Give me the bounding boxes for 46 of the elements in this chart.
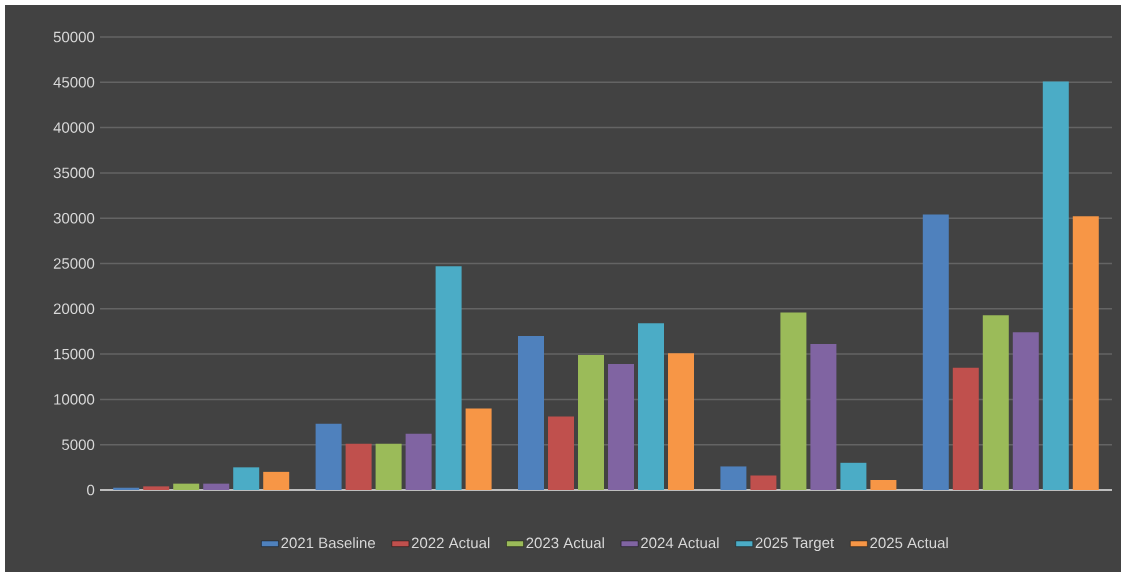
y-tick-label: 30000 — [53, 212, 95, 224]
bar — [750, 475, 777, 490]
y-tick-label: 40000 — [53, 122, 95, 133]
bar — [668, 353, 694, 490]
bar — [143, 486, 170, 490]
bar — [608, 364, 634, 490]
bar — [840, 462, 867, 490]
bar — [578, 354, 604, 490]
bar — [780, 312, 807, 490]
bar — [375, 443, 402, 490]
bar — [1042, 81, 1069, 490]
y-tick-label: 0 — [87, 484, 95, 496]
bar — [870, 480, 897, 490]
bar — [233, 467, 260, 490]
y-tick-label: 25000 — [53, 258, 95, 269]
bar — [435, 266, 462, 490]
bar — [952, 367, 979, 490]
legend-label: 2023 Actual — [526, 537, 604, 549]
legend-label: 2021 Baseline — [281, 537, 375, 549]
y-tick-label: 5000 — [62, 439, 95, 450]
bar — [1072, 216, 1099, 490]
bar — [720, 466, 747, 490]
bar — [638, 323, 664, 490]
legend-label: 2022 Actual — [411, 537, 490, 549]
bar — [810, 344, 837, 490]
bar — [263, 471, 290, 490]
bar — [345, 443, 372, 490]
bar — [922, 214, 949, 490]
y-tick-label: 15000 — [54, 348, 95, 360]
y-tick-label: 35000 — [53, 167, 95, 179]
y-tick-label: 50000 — [53, 31, 95, 43]
legend-label: 2025 Actual — [870, 537, 948, 549]
y-tick-label: 10000 — [54, 394, 95, 405]
legend-label: 2024 Actual — [641, 537, 719, 549]
bar — [1012, 332, 1039, 490]
bar — [518, 335, 545, 490]
bar — [405, 433, 432, 490]
bar — [173, 483, 200, 490]
legend-label: 2025 Target — [755, 537, 835, 551]
bar — [982, 315, 1009, 490]
bar — [548, 416, 574, 490]
bar — [465, 408, 492, 490]
y-tick-label: 45000 — [53, 76, 95, 88]
y-tick-label: 20000 — [53, 303, 95, 315]
bar — [315, 423, 342, 490]
bar — [203, 483, 230, 490]
